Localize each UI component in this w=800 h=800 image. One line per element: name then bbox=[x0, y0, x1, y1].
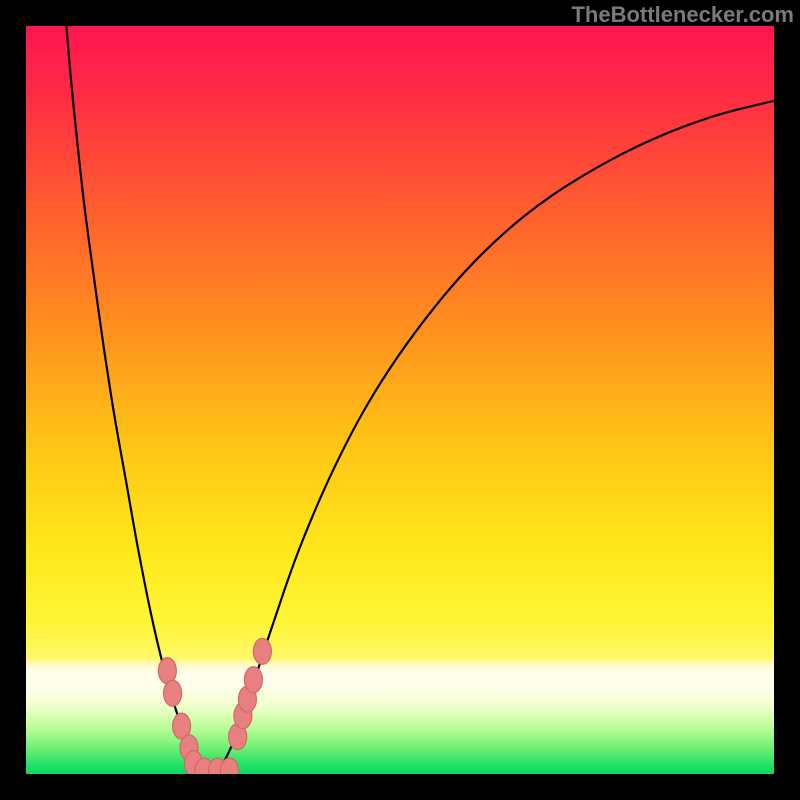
chart-background bbox=[26, 26, 774, 774]
marker-point bbox=[253, 638, 271, 664]
chart-canvas: TheBottlenecker.com bbox=[0, 0, 800, 800]
marker-point bbox=[164, 680, 182, 706]
attribution-label: TheBottlenecker.com bbox=[571, 2, 794, 28]
bottleneck-chart bbox=[0, 0, 800, 800]
marker-point bbox=[244, 667, 262, 693]
